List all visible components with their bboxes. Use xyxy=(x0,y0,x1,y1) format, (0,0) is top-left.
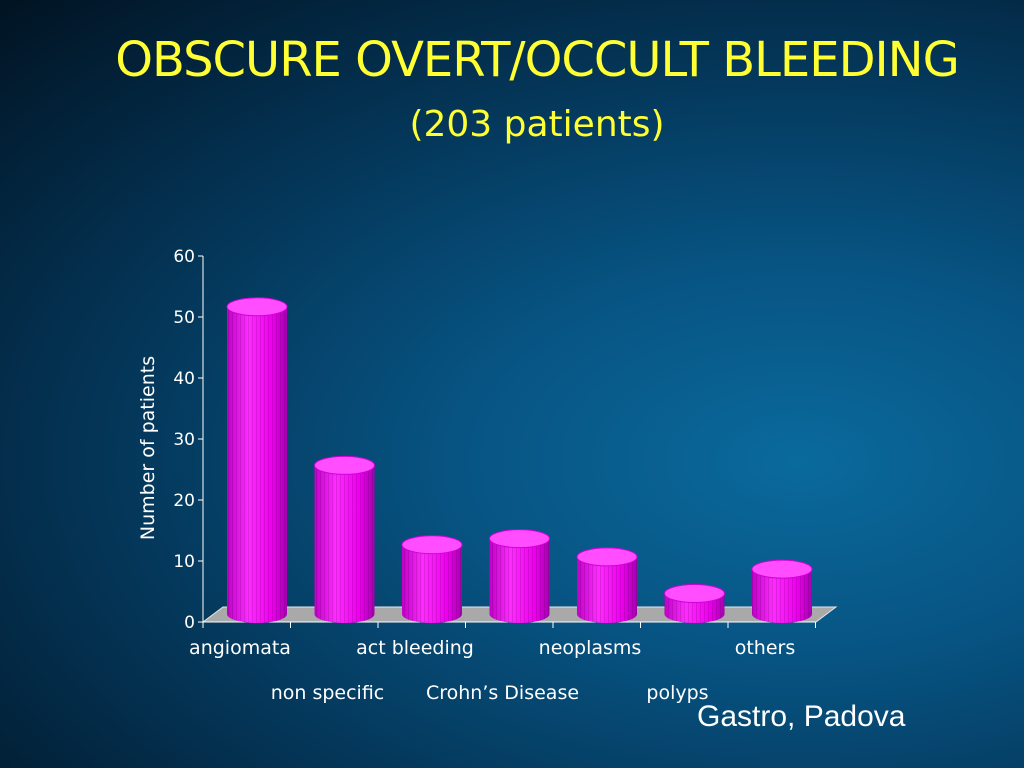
bar-top xyxy=(401,535,463,555)
x-category-label: Crohn’s Disease xyxy=(426,682,579,704)
slide-title: OBSCURE OVERT/OCCULT BLEEDING xyxy=(115,32,960,88)
bar xyxy=(664,584,725,623)
y-tick-label: 0 xyxy=(184,613,195,633)
y-tick-label: 60 xyxy=(173,247,195,267)
x-category-label: neoplasms xyxy=(539,637,642,659)
x-category-label: polyps xyxy=(646,682,708,704)
x-category-label: angiomata xyxy=(189,637,291,659)
source-credit: Gastro, Padova xyxy=(697,700,906,733)
y-tick-label: 40 xyxy=(173,369,195,389)
bar-texture xyxy=(577,556,637,623)
bar xyxy=(489,529,550,623)
bar-top xyxy=(314,455,375,475)
slide-subtitle: (203 patients) xyxy=(409,104,665,145)
bar xyxy=(576,547,638,623)
x-category-label: non specific xyxy=(271,682,385,704)
bar xyxy=(226,297,288,623)
bar-top xyxy=(751,559,813,579)
x-category-label: act bleeding xyxy=(356,637,474,659)
y-tick-label: 10 xyxy=(173,552,195,572)
bar-texture xyxy=(314,465,375,623)
x-category-label: others xyxy=(735,637,796,659)
y-axis-label: Number of patients xyxy=(137,356,159,540)
bar xyxy=(314,455,375,623)
bar xyxy=(751,559,813,623)
y-tick-label: 50 xyxy=(173,308,195,328)
bar-texture xyxy=(402,544,462,623)
y-tick-label: 20 xyxy=(173,491,195,511)
y-tick-label: 30 xyxy=(173,430,195,450)
bar-texture xyxy=(752,569,812,623)
bar-texture xyxy=(489,538,550,623)
bar-top xyxy=(226,297,288,317)
bar-top xyxy=(489,529,550,549)
bar-top xyxy=(576,547,638,567)
bar-top xyxy=(664,584,725,603)
bar xyxy=(401,535,463,623)
bar-texture xyxy=(227,306,287,623)
